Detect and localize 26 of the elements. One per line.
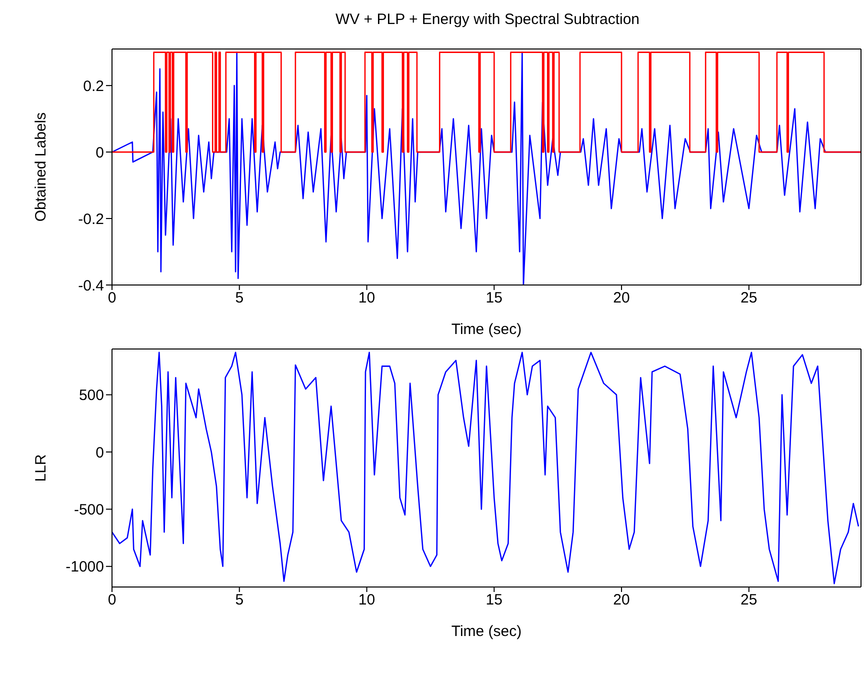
x-tick-label: 25 [740,290,758,307]
x-tick-label: 20 [613,290,630,307]
y-tick-label: 0.2 [83,78,104,95]
y-tick-label: 0 [96,144,104,162]
x-tick-label: 15 [486,290,502,307]
y-tick-label: -0.4 [78,277,104,294]
x-axis-title: Time (sec) [451,321,522,338]
x-tick-label: 10 [358,592,376,609]
y-tick-label: -500 [74,502,104,519]
y-tick-label: -1000 [66,558,104,576]
x-tick-label: 0 [108,592,116,609]
y-tick-label: 500 [78,387,104,404]
x-axis-title: Time (sec) [451,623,522,640]
x-tick-label: 25 [740,592,758,609]
line-series [112,352,860,584]
x-tick-label: 5 [235,592,244,609]
y-tick-label: -0.2 [78,210,104,228]
x-tick-label: 5 [235,290,244,307]
x-tick-label: 10 [358,290,376,307]
chart-title: WV + PLP + Energy with Spectral Subtraction [334,10,641,30]
x-tick-label: 20 [613,592,630,609]
y-axis-title: LLR [32,454,50,482]
y-tick-label: 0 [96,444,104,462]
x-tick-label: 0 [108,290,116,307]
x-tick-label: 15 [486,592,502,609]
y-axis-title: Obtained Labels [32,112,50,222]
